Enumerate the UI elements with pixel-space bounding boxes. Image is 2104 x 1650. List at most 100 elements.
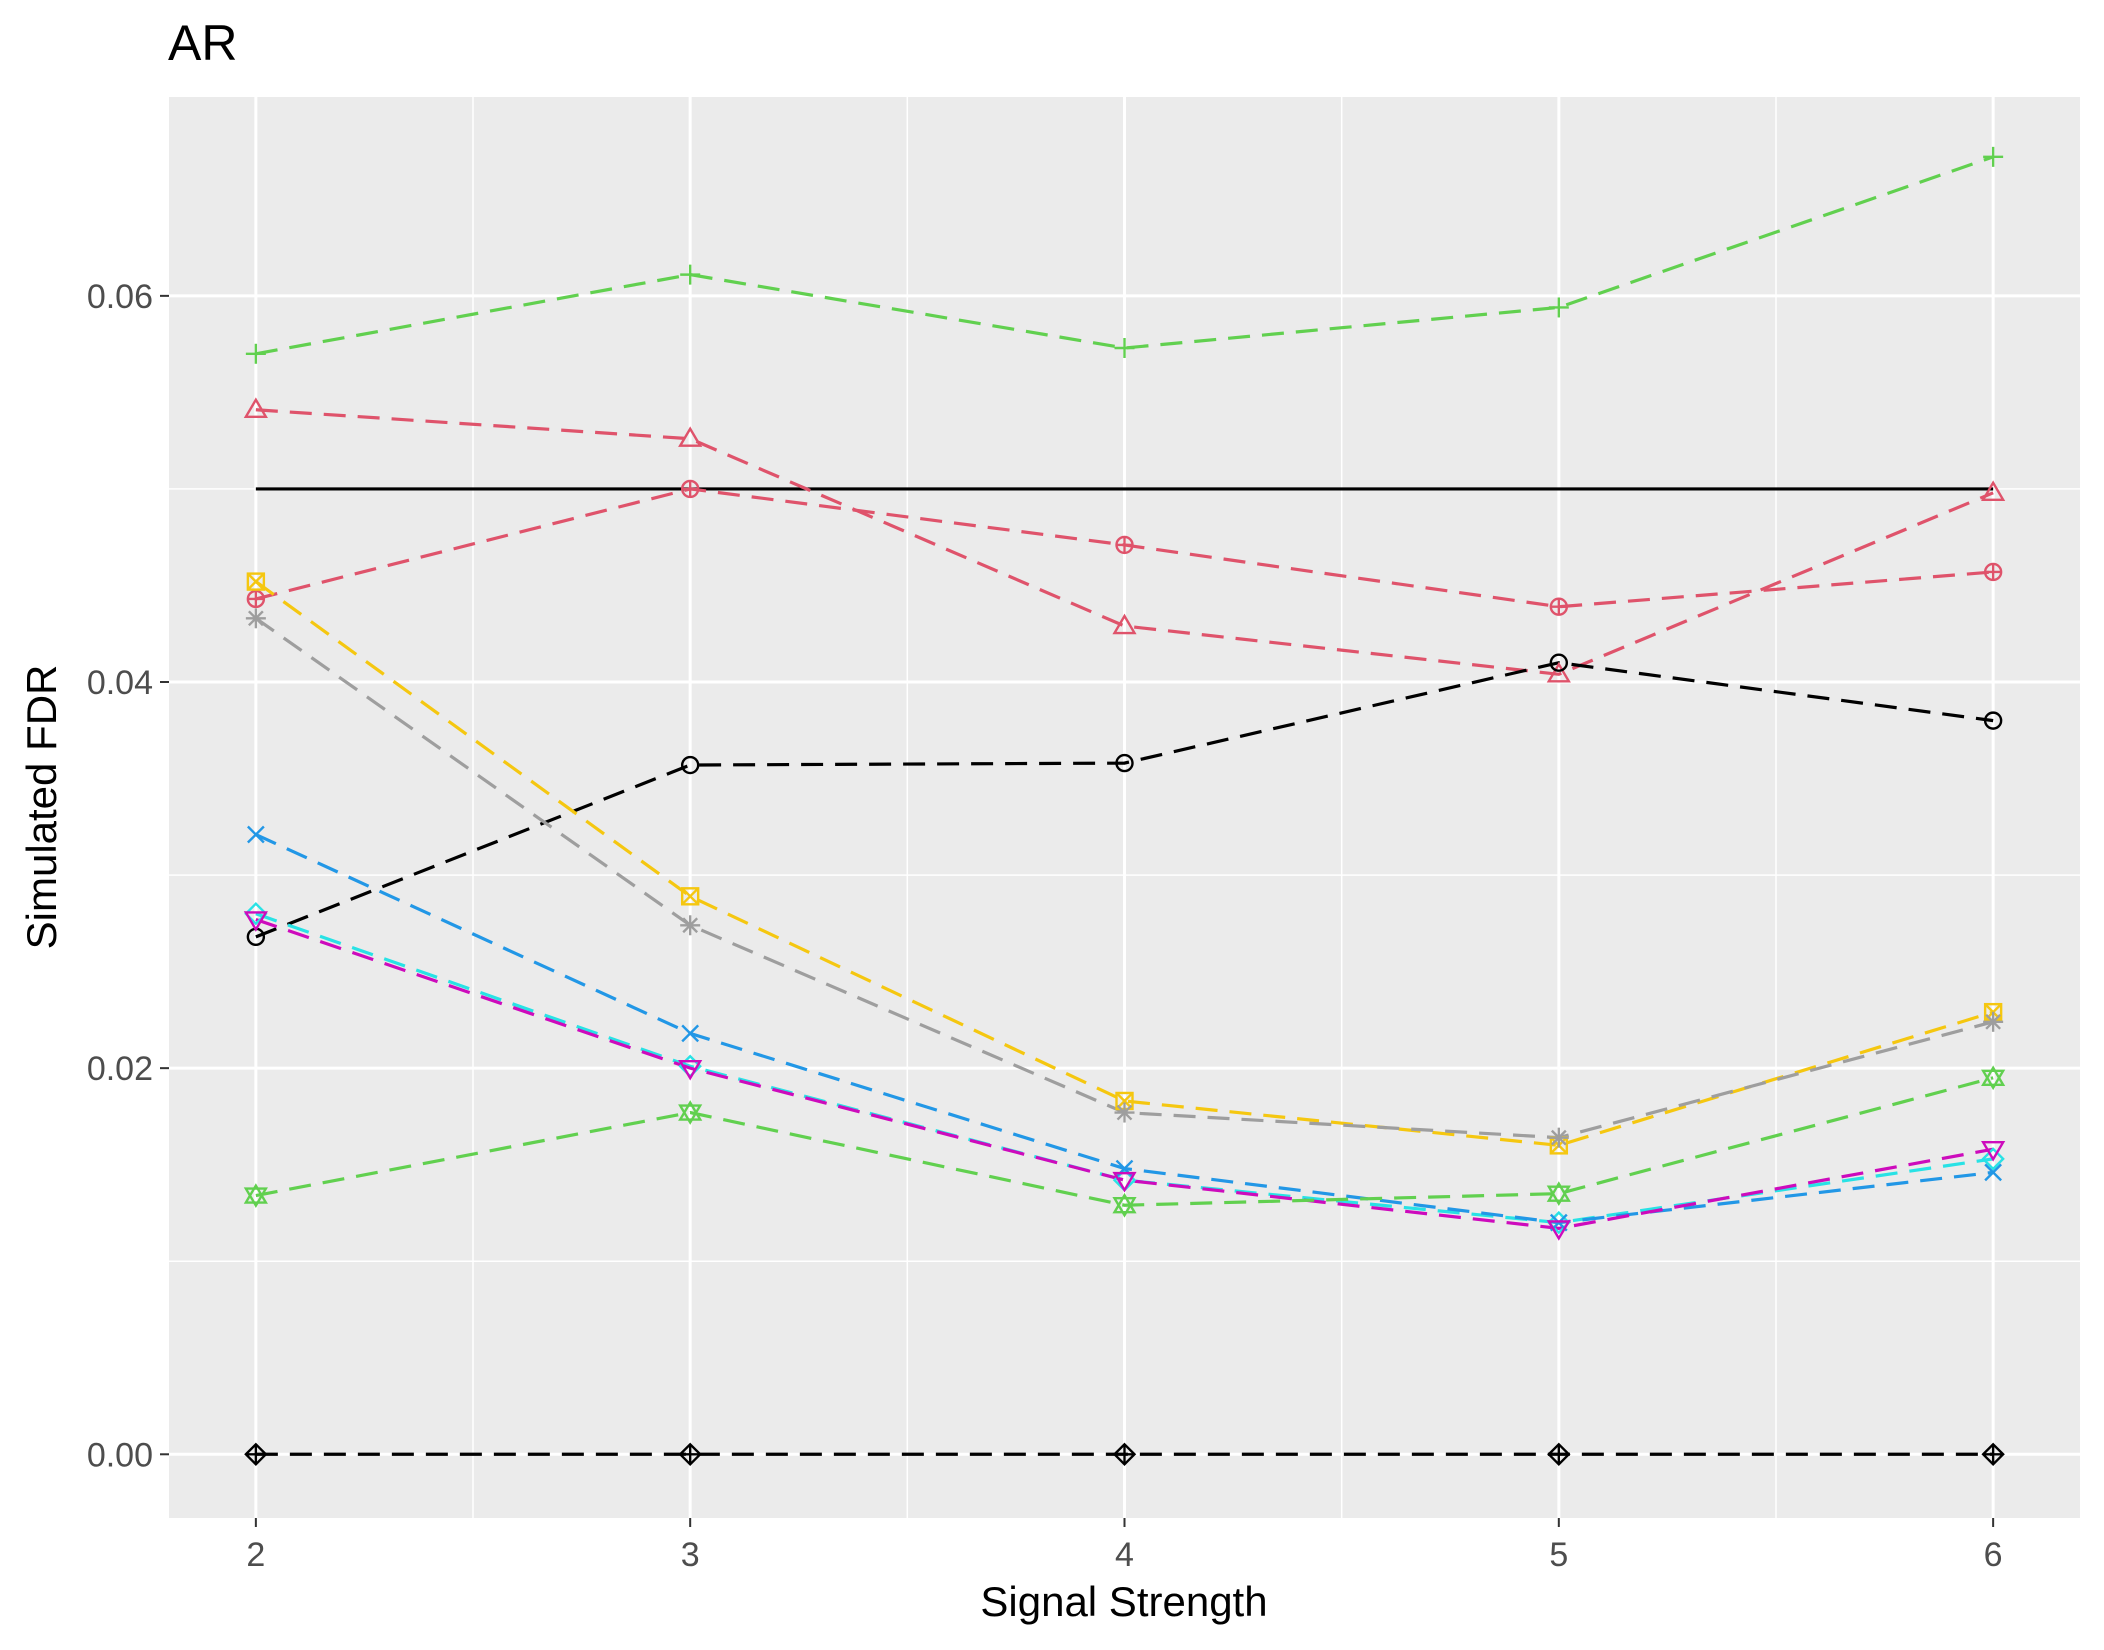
marker-diamond [1547,1210,1571,1235]
point-gray-star [1114,1102,1135,1123]
marker-triangle-down [243,911,268,932]
marker-stroke [681,1024,700,1043]
point-cyan-diamond [1981,1147,2005,1171]
series-line-cyan-diamond [255,912,1994,1225]
point-magenta-down-triangle [1981,1141,2006,1162]
point-green-hourglass [243,1183,268,1208]
point-blue-x [247,825,265,844]
marker-triangle [1112,1192,1137,1214]
marker-triangle-down [1546,1185,1571,1207]
point-magenta-down-triangle [243,911,268,932]
point-blue-x [681,1024,700,1043]
point-red-triangle [678,426,703,447]
point-black-diamond-plus [1547,1442,1571,1466]
point-red-circle-plus [680,479,700,499]
marker-triangle [678,426,703,447]
point-cyan-diamond [1547,1210,1571,1235]
point-red-triangle [243,397,268,418]
marker-triangle [1981,1065,2006,1086]
marker-stroke [248,610,264,627]
point-green-hourglass [1546,1181,1571,1207]
x-tick-label: 3 [681,1536,700,1574]
grid-major [169,97,2080,1518]
point-green-plus [1983,146,2004,167]
x-axis-title: Signal Strength [980,1578,1267,1625]
marker-triangle-down [1112,1171,1137,1193]
point-green-plus [680,264,701,285]
point-green-hourglass [678,1100,703,1125]
point-black-diamond-plus [244,1442,268,1466]
point-red-triangle [1112,613,1137,635]
point-green-plus [245,343,266,364]
point-black-circle [1549,653,1569,672]
point-green-plus [1114,337,1135,358]
point-yellow-square-x [246,572,266,591]
point-black-circle [1983,711,2003,730]
point-gray-star [245,608,266,629]
marker-square [246,572,266,591]
marker-triangle-down [1546,1220,1571,1241]
marker-circle [1983,711,2003,730]
point-gray-star [680,915,701,936]
point-green-hourglass [1112,1192,1137,1218]
marker-stroke [1984,1163,2002,1182]
marker-triangle [1981,480,2006,501]
point-black-diamond-plus [1112,1442,1137,1466]
y-axis-title: Simulated FDR [18,665,65,950]
marker-stroke [247,572,265,591]
marker-stroke [1550,1129,1567,1146]
series-line-red-triangle [255,408,1994,676]
point-cyan-diamond [244,901,268,926]
marker-stroke [247,825,265,844]
point-red-triangle [1546,661,1571,683]
marker-stroke [1985,1013,2001,1030]
marker-diamond [1981,1147,2005,1171]
marker-square [680,887,700,906]
point-red-circle-plus [246,589,266,609]
marker-triangle [678,1100,703,1121]
marker-triangle [1112,613,1137,635]
chart-title: AR [168,15,237,71]
marker-triangle-down [1981,1069,2006,1091]
series-line-green-plus [255,155,1994,356]
point-yellow-square-x [680,887,700,906]
point-red-circle-plus [1983,562,2003,582]
point-black-diamond-plus [1981,1442,2005,1466]
marker-diamond [244,901,268,926]
y-tick-label: 0.02 [87,1050,153,1088]
marker-circle [1115,753,1134,773]
marker-stroke [682,917,699,934]
marker-triangle-down [678,1104,703,1125]
axis-ticks [160,294,1995,1527]
marker-stroke [681,887,700,906]
x-tick-label: 6 [1984,1536,2003,1574]
marker-triangle-down [243,1187,268,1208]
x-tick-label: 2 [246,1536,265,1574]
point-magenta-down-triangle [1546,1220,1571,1241]
marker-triangle-down [1112,1197,1137,1218]
point-magenta-down-triangle [1112,1171,1137,1193]
point-green-hourglass [1981,1065,2006,1091]
x-tick-label: 4 [1115,1536,1134,1574]
point-magenta-down-triangle [678,1059,703,1081]
marker-circle [1549,653,1569,672]
marker-triangle [243,1183,268,1204]
point-red-circle-plus [1549,597,1569,616]
y-tick-label: 0.00 [87,1436,153,1474]
marker-triangle [243,397,268,418]
point-green-plus [1548,297,1569,318]
marker-circle [680,755,700,775]
point-red-triangle [1981,480,2006,501]
point-red-circle-plus [1115,535,1134,555]
series-line-magenta-down-triangle [255,917,1994,1231]
y-tick-label: 0.06 [87,278,153,316]
point-gray-star [1548,1127,1569,1148]
marker-triangle [1546,1181,1571,1202]
point-black-circle [680,755,700,775]
point-black-diamond-plus [678,1442,702,1466]
y-tick-label: 0.04 [87,664,153,702]
marker-triangle [1546,661,1571,683]
marker-triangle-down [1981,1141,2006,1162]
series-line-green-hourglass [255,1076,1994,1207]
